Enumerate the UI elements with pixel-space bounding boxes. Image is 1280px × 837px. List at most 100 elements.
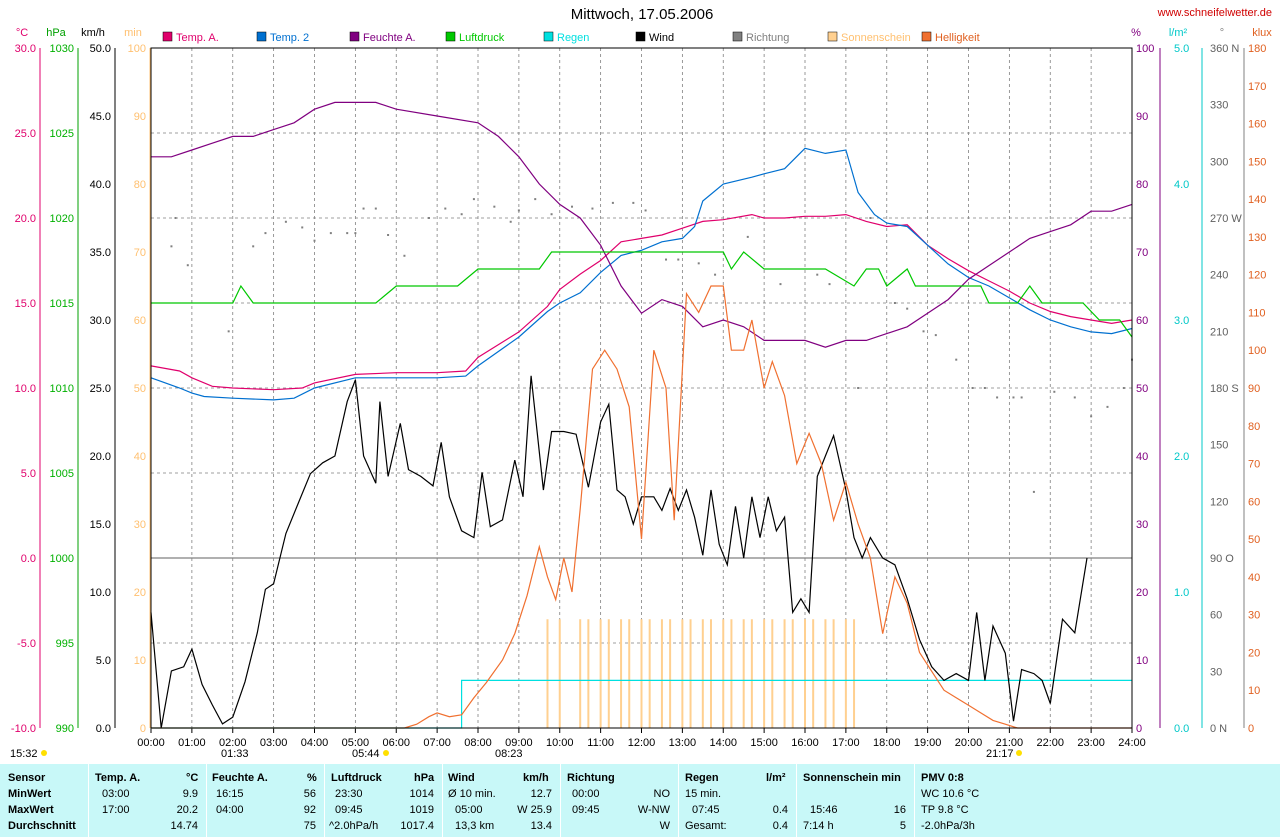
direction-point <box>1032 490 1035 493</box>
direction-point <box>329 232 332 235</box>
max-humidity-time: 04:00 <box>216 804 244 816</box>
direction-point <box>186 264 189 267</box>
sun-markers: 15:32 01:33 05:44 08:23 21:17 <box>10 748 1022 760</box>
tick-lux: 80 <box>1248 421 1260 433</box>
tick-pressure: 995 <box>56 638 74 650</box>
legend-swatch <box>256 31 267 42</box>
tick-lux: 90 <box>1248 383 1260 395</box>
tick-rain: 3.0 <box>1174 315 1189 327</box>
time-label: 22:00 <box>1036 737 1064 749</box>
min-direction-time: 00:00 <box>572 788 600 800</box>
pmv-tp: TP 9.8 °C <box>921 804 969 816</box>
tick-humidity: 0 <box>1136 723 1142 735</box>
legend-label: Wind <box>649 32 674 44</box>
max-direction-time: 09:45 <box>572 804 600 816</box>
website-link[interactable]: www.schneifelwetter.de <box>1157 7 1272 19</box>
tick-humidity: 100 <box>1136 43 1154 55</box>
direction-points <box>170 198 1133 493</box>
time-label: 08:00 <box>464 737 492 749</box>
wind-distance: 13,3 km <box>455 820 495 832</box>
legend-swatch <box>349 31 360 42</box>
direction-point <box>354 232 357 235</box>
tick-wind: 25.0 <box>90 383 111 395</box>
time-label: 04:00 <box>301 737 329 749</box>
sunrise-icon <box>383 750 389 756</box>
direction-point <box>611 201 614 204</box>
direction-point <box>387 234 390 236</box>
direction-point <box>869 217 872 219</box>
tick-direction: 240 <box>1210 270 1228 282</box>
wind-avg-value: 12.7 <box>530 788 552 800</box>
legend-swatch <box>732 31 743 42</box>
legend-swatch <box>445 31 456 42</box>
unit-pressure: hPa <box>46 27 66 39</box>
wind-avg-label: Ø 10 min. <box>448 788 496 800</box>
legend-label: Sonnenschein <box>841 32 911 44</box>
tick-sunmin: 100 <box>128 43 146 55</box>
legend-label: Temp. 2 <box>270 32 309 44</box>
pmv-trend: -2.0hPa/3h <box>921 820 975 832</box>
tick-lux: 110 <box>1248 307 1266 319</box>
max-pressure-time: 09:45 <box>335 804 363 816</box>
min-humidity-value: 56 <box>303 788 316 800</box>
time-label: 17:00 <box>832 737 860 749</box>
direction-point <box>828 283 831 286</box>
legend: Temp. A. Temp. 2 Feuchte A. Luftdruck Regen W… <box>162 31 980 44</box>
header-temp: Temp. A. <box>95 772 141 784</box>
time-label: 09:00 <box>505 737 533 749</box>
tick-direction: 270 W <box>1210 213 1242 225</box>
max-temp-time: 17:00 <box>102 804 130 816</box>
tick-pressure: 1010 <box>50 383 74 395</box>
time-label: 18:00 <box>873 737 901 749</box>
time-axis: 00:00 01:00 02:00 03:00 04:00 05:00 06:00 07:00… <box>137 728 1146 749</box>
tick-temp: 15.0 <box>15 298 36 310</box>
min-humidity-time: 16:15 <box>216 788 244 800</box>
rain-15min-label: 15 min. <box>685 788 722 800</box>
tick-humidity: 50 <box>1136 383 1148 395</box>
tick-lux: 140 <box>1248 194 1266 206</box>
series-line-temp-a- <box>150 213 1133 391</box>
rain-total-label: Gesamt: <box>685 820 727 832</box>
legend-label: Helligkeit <box>935 32 980 44</box>
tick-humidity: 10 <box>1136 655 1148 667</box>
direction-point <box>444 207 447 210</box>
tick-wind: 30.0 <box>90 315 111 327</box>
tick-sunmin: 50 <box>134 383 146 395</box>
direction-point <box>697 262 700 265</box>
series-line-helligkeit <box>151 285 1132 729</box>
direction-point <box>934 334 937 337</box>
tick-sunmin: 0 <box>140 723 146 735</box>
axis-units: °C hPa km/h min% l/m² ° klux <box>16 27 1272 39</box>
series-line-luftdruck <box>151 251 1133 338</box>
tick-temp: -5.0 <box>17 638 36 650</box>
direction-point <box>677 258 680 261</box>
row-label-avg: Durchschnitt <box>8 820 76 832</box>
sunshine-bars <box>546 619 856 728</box>
series-line-temp-2 <box>150 147 1133 401</box>
header-humidity-unit: % <box>307 772 317 784</box>
tick-pressure: 1015 <box>50 298 74 310</box>
tick-lux: 50 <box>1248 534 1260 546</box>
time-label: 14:00 <box>709 737 737 749</box>
tick-humidity: 70 <box>1136 247 1148 259</box>
tick-direction: 300 <box>1210 156 1228 168</box>
legend-swatch <box>921 31 932 42</box>
min-temp-value: 9.9 <box>182 788 198 800</box>
tick-humidity: 30 <box>1136 519 1148 531</box>
sunshine-total-time: 7:14 h <box>803 820 834 832</box>
tick-sunmin: 20 <box>134 587 146 599</box>
unit-sunmin: min <box>124 27 142 39</box>
tick-direction: 210 <box>1210 326 1228 338</box>
time-label: 01:00 <box>178 737 206 749</box>
tick-lux: 10 <box>1248 685 1260 697</box>
direction-point <box>403 254 406 257</box>
direction-point <box>227 330 230 333</box>
tick-humidity: 60 <box>1136 315 1148 327</box>
direction-point <box>1012 396 1015 399</box>
direction-point <box>374 207 377 210</box>
tick-temp: -10.0 <box>11 723 36 735</box>
tick-humidity: 80 <box>1136 179 1148 191</box>
max-humidity-value: 92 <box>303 804 316 816</box>
min-temp-time: 03:00 <box>102 788 130 800</box>
tick-lux: 150 <box>1248 156 1266 168</box>
